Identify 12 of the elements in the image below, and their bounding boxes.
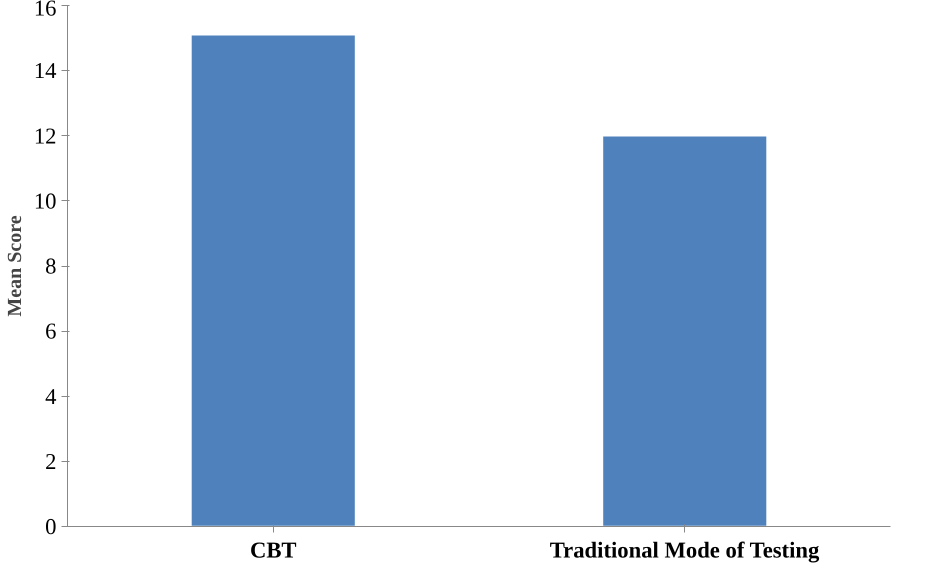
y-tick-label: 2 (45, 448, 56, 474)
y-tick-label: 6 (45, 318, 56, 344)
y-tick-label: 10 (34, 188, 56, 214)
y-tick-label: 16 (34, 0, 56, 20)
y-tick-label: 8 (45, 254, 56, 278)
y-tick-label: 14 (34, 58, 56, 84)
y-tick-label: 4 (45, 384, 56, 409)
x-tick-label: CBT (250, 538, 297, 562)
y-tick-label: 0 (45, 514, 56, 539)
x-tick-label: Traditional Mode of Testing (550, 538, 820, 562)
y-axis-title: Mean Score (4, 215, 26, 317)
y-tick-label: 12 (34, 123, 56, 148)
